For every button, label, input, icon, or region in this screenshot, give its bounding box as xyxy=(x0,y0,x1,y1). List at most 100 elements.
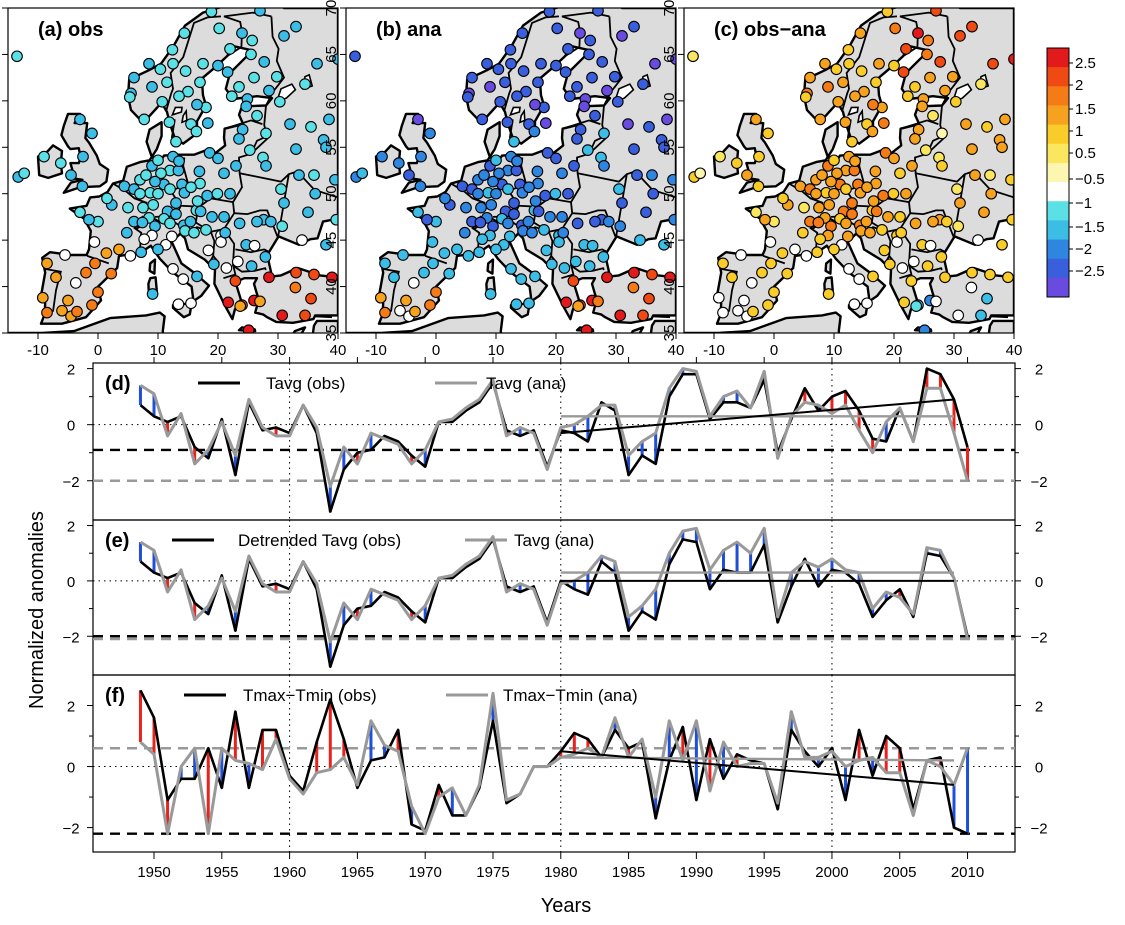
station-marker xyxy=(251,109,263,122)
station-marker xyxy=(860,215,873,228)
station-marker xyxy=(987,57,999,70)
station-marker xyxy=(474,216,487,229)
station-marker xyxy=(939,84,951,97)
y-axis-label: Normalized anomalies xyxy=(26,511,48,709)
station-marker xyxy=(349,50,361,63)
station-marker xyxy=(975,78,987,90)
station-marker xyxy=(164,217,176,230)
station-marker xyxy=(922,34,935,47)
station-marker xyxy=(259,251,272,263)
legend-label-obs: Detrended Tavg (obs) xyxy=(238,531,401,550)
lat-tick-label: 40 xyxy=(323,278,340,295)
station-marker xyxy=(505,263,517,275)
colorbar-label: −0.5 xyxy=(1075,171,1105,188)
country-border xyxy=(264,267,267,271)
station-marker xyxy=(545,258,558,271)
station-marker xyxy=(76,180,89,193)
station-marker xyxy=(549,187,562,200)
station-marker xyxy=(242,324,255,333)
station-marker xyxy=(476,113,489,126)
coastline xyxy=(715,8,1014,325)
country-border xyxy=(569,264,605,273)
station-marker xyxy=(290,266,302,279)
station-marker xyxy=(580,324,593,333)
colorbar-label: 1 xyxy=(1075,123,1083,140)
station-marker xyxy=(813,201,825,214)
station-marker xyxy=(222,296,235,309)
lake xyxy=(180,108,188,124)
station-marker xyxy=(622,118,634,130)
station-marker xyxy=(614,309,627,322)
lat-tick-label: 60 xyxy=(661,93,678,110)
station-marker xyxy=(843,263,855,275)
lat-tick-label: 50 xyxy=(323,185,340,202)
station-marker xyxy=(305,292,317,305)
station-marker xyxy=(152,154,164,167)
station-marker xyxy=(154,63,167,76)
station-marker xyxy=(781,267,794,280)
station-marker xyxy=(487,175,499,188)
station-marker xyxy=(520,85,532,98)
station-marker xyxy=(156,95,169,108)
station-marker xyxy=(50,271,62,284)
lon-tick-label: 10 xyxy=(488,342,505,359)
station-marker xyxy=(233,217,246,230)
y-tick-label-right: 0 xyxy=(1035,418,1043,435)
station-marker xyxy=(894,167,906,180)
lat-tick-label: 40 xyxy=(661,278,678,295)
station-marker xyxy=(424,127,436,140)
station-marker xyxy=(218,211,230,223)
station-marker xyxy=(832,95,845,108)
station-marker xyxy=(155,167,167,180)
station-marker xyxy=(191,270,203,283)
station-marker xyxy=(505,57,517,70)
station-marker xyxy=(965,281,978,294)
colorbar-label: −2 xyxy=(1075,241,1092,258)
station-marker xyxy=(501,116,514,129)
station-marker xyxy=(161,76,173,89)
station-marker xyxy=(461,91,474,103)
coastline xyxy=(486,258,495,275)
coastline xyxy=(346,311,676,333)
colorbar-label: 2 xyxy=(1075,77,1083,94)
station-marker xyxy=(882,211,894,223)
station-marker xyxy=(278,30,290,42)
station-marker xyxy=(323,113,335,126)
station-marker xyxy=(490,187,502,200)
station-marker xyxy=(535,57,547,70)
lat-tick-label: 45 xyxy=(323,232,340,249)
station-marker xyxy=(867,270,879,283)
y-tick-label-right: −2 xyxy=(1030,474,1047,491)
colorbar-swatch xyxy=(1047,48,1069,68)
station-marker xyxy=(146,288,159,300)
station-marker xyxy=(299,78,311,90)
station-marker xyxy=(472,187,484,200)
station-marker xyxy=(248,239,261,252)
map-area xyxy=(8,8,338,333)
station-marker xyxy=(170,135,182,148)
station-marker xyxy=(867,195,880,207)
station-marker xyxy=(984,169,996,181)
station-marker xyxy=(888,59,900,72)
station-marker xyxy=(975,309,987,322)
station-marker xyxy=(861,297,873,310)
station-marker xyxy=(912,27,924,39)
station-marker xyxy=(789,243,801,256)
station-marker xyxy=(65,169,77,181)
station-marker xyxy=(528,125,541,138)
station-marker xyxy=(379,306,391,319)
station-marker xyxy=(299,309,311,322)
station-marker xyxy=(407,277,420,289)
station-marker xyxy=(846,135,858,148)
station-marker xyxy=(614,220,627,233)
x-tick-label: 1985 xyxy=(612,864,645,881)
map-area xyxy=(684,8,1014,333)
station-marker xyxy=(118,180,131,193)
station-marker xyxy=(798,201,810,214)
station-marker xyxy=(726,271,738,284)
station-marker xyxy=(1006,213,1014,226)
station-marker xyxy=(517,65,530,77)
station-marker xyxy=(89,257,101,270)
